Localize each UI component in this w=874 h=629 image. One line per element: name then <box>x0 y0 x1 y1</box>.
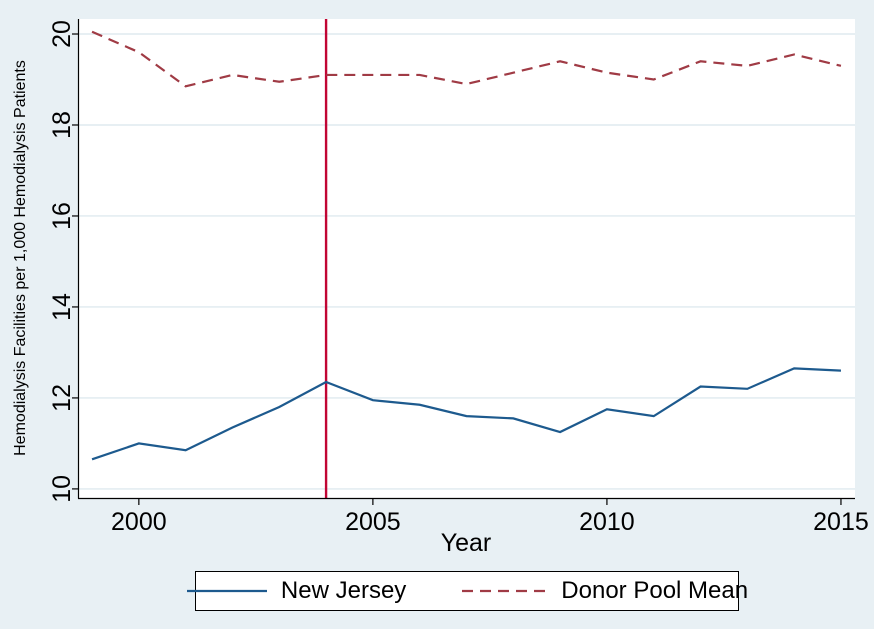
legend-item-donor-pool-mean: Donor Pool Mean <box>461 577 748 605</box>
plot-background-rect <box>78 19 855 498</box>
series-line-new-jersey <box>91 367 842 461</box>
y-tick-label: 14 <box>48 293 76 321</box>
y-tick-label: 10 <box>48 475 76 503</box>
legend-item-new-jersey: New Jersey <box>186 577 406 605</box>
x-tick-label: 2005 <box>345 508 401 536</box>
legend-label-donor-pool-mean: Donor Pool Mean <box>561 577 749 604</box>
y-tick-label: 18 <box>48 111 76 139</box>
legend: New Jersey Donor Pool Mean <box>186 571 748 611</box>
x-tick-label: 2015 <box>813 508 869 536</box>
series-line-donor-pool-mean <box>91 30 842 88</box>
plot-area: 10 12 14 16 18 20 2000 2005 2010 2015 Hemodialysi… <box>12 19 869 557</box>
legend-label-new-jersey: New Jersey <box>280 577 407 604</box>
y-axis-title: Hemodialysis Facilities per 1,000 Hemodi… <box>12 60 29 456</box>
y-tick-label: 20 <box>48 20 76 48</box>
axes <box>72 19 855 505</box>
plot-background <box>78 19 855 498</box>
x-axis-title: Year <box>441 529 492 557</box>
series-lines <box>91 19 842 498</box>
y-tick-label: 16 <box>48 202 76 230</box>
y-tick-label: 12 <box>48 384 76 412</box>
tick-labels: 10 12 14 16 18 20 2000 2005 2010 2015 <box>48 20 869 536</box>
x-tick-label: 2010 <box>579 508 635 536</box>
new-jersey-line-sample <box>186 589 267 593</box>
donor-pool-mean-line-sample <box>462 589 548 593</box>
gridlines <box>79 33 855 490</box>
x-tick-label: 2000 <box>111 508 167 536</box>
